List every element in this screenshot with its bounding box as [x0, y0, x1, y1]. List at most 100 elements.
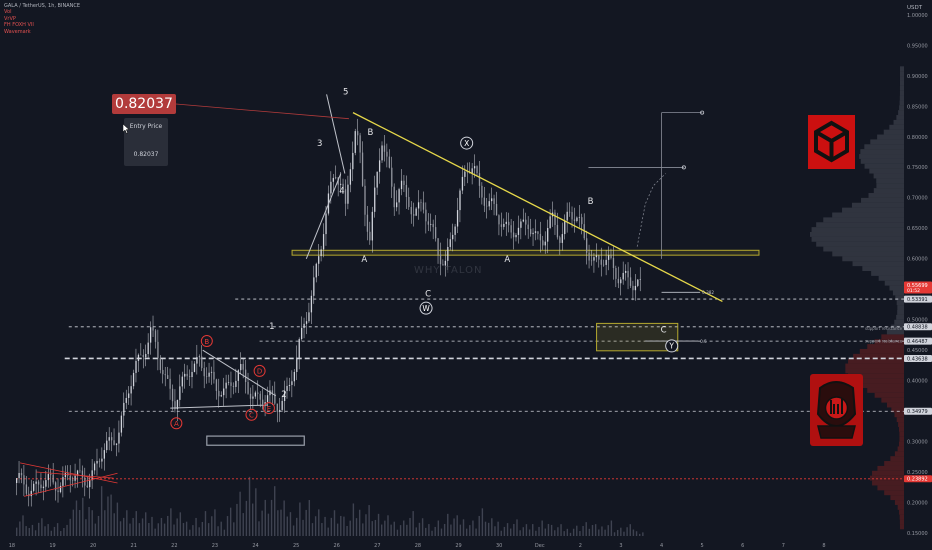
- candle-body: [230, 382, 232, 386]
- candle-body: [527, 224, 529, 230]
- wave-label: B: [368, 128, 374, 138]
- candle-body: [473, 166, 476, 169]
- candle-body: [432, 223, 434, 228]
- candle-body: [357, 131, 359, 136]
- volume-bar: [604, 529, 606, 536]
- candle-body: [554, 212, 556, 225]
- volume-bar: [110, 494, 112, 536]
- candle-body: [534, 231, 537, 233]
- volume-profile-bar: [862, 266, 904, 271]
- volume-profile-bar: [896, 300, 904, 306]
- candle-body: [232, 385, 235, 387]
- candle-body: [503, 223, 505, 227]
- volume-profile-bar: [896, 417, 904, 423]
- candle-body: [634, 285, 637, 291]
- volume-profile-bar: [899, 519, 904, 525]
- volume-bar: [16, 527, 18, 536]
- wave-label: 3: [317, 139, 322, 149]
- volume-bar: [569, 532, 572, 536]
- volume-bar: [189, 529, 191, 536]
- volume-bar: [481, 508, 484, 536]
- volume-profile-bar: [823, 217, 904, 223]
- volume-bar: [358, 509, 361, 536]
- candle-body: [437, 238, 439, 255]
- volume-bar: [135, 511, 137, 536]
- candle-body: [320, 249, 322, 257]
- y-tick-label: 0.95000: [907, 43, 928, 49]
- candle-body: [398, 189, 400, 203]
- volume-profile-bar: [886, 329, 904, 335]
- candle-body: [427, 221, 429, 225]
- legend-line: Wavemark: [4, 28, 31, 35]
- y-tick-label: 0.45000: [907, 348, 928, 354]
- candle-body: [410, 206, 412, 215]
- volume-bar: [478, 515, 480, 536]
- target-point: [700, 110, 705, 115]
- volume-bar: [38, 522, 40, 536]
- volume-bar: [497, 521, 499, 536]
- price-axis-bg: [904, 0, 932, 550]
- candle-body: [76, 470, 79, 476]
- wave-label: W: [422, 304, 430, 313]
- candle-body: [179, 386, 181, 400]
- candle-body: [449, 239, 451, 247]
- candle-body: [354, 131, 356, 153]
- candle-body: [422, 202, 425, 210]
- candle-body: [159, 358, 162, 370]
- volume-bar: [487, 522, 490, 536]
- rock-hand-logo-icon: [810, 374, 863, 446]
- volume-bar: [261, 510, 263, 536]
- volume-profile-bar: [867, 387, 904, 393]
- volume-bar: [431, 530, 433, 536]
- candle-body: [532, 232, 534, 235]
- volume-bar: [104, 510, 106, 536]
- volume-bar: [418, 522, 421, 536]
- candle-body: [123, 402, 125, 416]
- candle-body: [20, 472, 23, 476]
- candle-body: [576, 217, 578, 222]
- gala-cube-logo-icon: [808, 115, 855, 169]
- zone-box: [596, 322, 679, 352]
- red-wave-label: D: [257, 368, 262, 376]
- entry-price-badge[interactable]: 0.82037: [112, 94, 176, 114]
- candle-body: [220, 395, 222, 397]
- volume-bar: [412, 511, 414, 536]
- candle-body: [632, 285, 634, 291]
- zone-box: [291, 249, 760, 256]
- x-tick-label: Dec: [535, 543, 545, 549]
- candle-body: [542, 240, 544, 246]
- volume-bar: [185, 521, 188, 536]
- candle-body: [52, 474, 54, 483]
- x-tick-label: 25: [293, 543, 299, 549]
- candle-body: [347, 184, 349, 204]
- x-tick-label: 28: [415, 543, 421, 549]
- volume-bar: [296, 517, 298, 536]
- volume-bar: [591, 525, 594, 536]
- volume-bar: [563, 531, 565, 536]
- triangle-line: [36, 471, 114, 479]
- wave-label: 5: [343, 87, 348, 97]
- candle-body: [93, 463, 96, 471]
- x-tick-label: 23: [212, 543, 218, 549]
- volume-profile-bar: [816, 222, 904, 228]
- y-tick-label: 0.85000: [907, 104, 928, 110]
- red-wave-label: B: [204, 338, 209, 346]
- volume-bar: [69, 518, 71, 536]
- candle-body: [42, 486, 45, 489]
- candle-body: [430, 223, 432, 225]
- candle-body: [581, 217, 583, 225]
- candle-body: [396, 202, 398, 208]
- candle-body: [203, 368, 205, 377]
- volume-bar: [377, 513, 380, 536]
- candle-body: [415, 208, 417, 216]
- candle-body: [313, 277, 315, 296]
- volume-bar: [626, 527, 628, 536]
- volume-profile-bar: [884, 461, 904, 466]
- candle-body: [106, 440, 108, 451]
- volume-profile-bar: [832, 212, 904, 218]
- entry-price-value: 0.82037: [133, 151, 159, 158]
- candle-body: [547, 228, 549, 242]
- volume-bar: [535, 530, 537, 536]
